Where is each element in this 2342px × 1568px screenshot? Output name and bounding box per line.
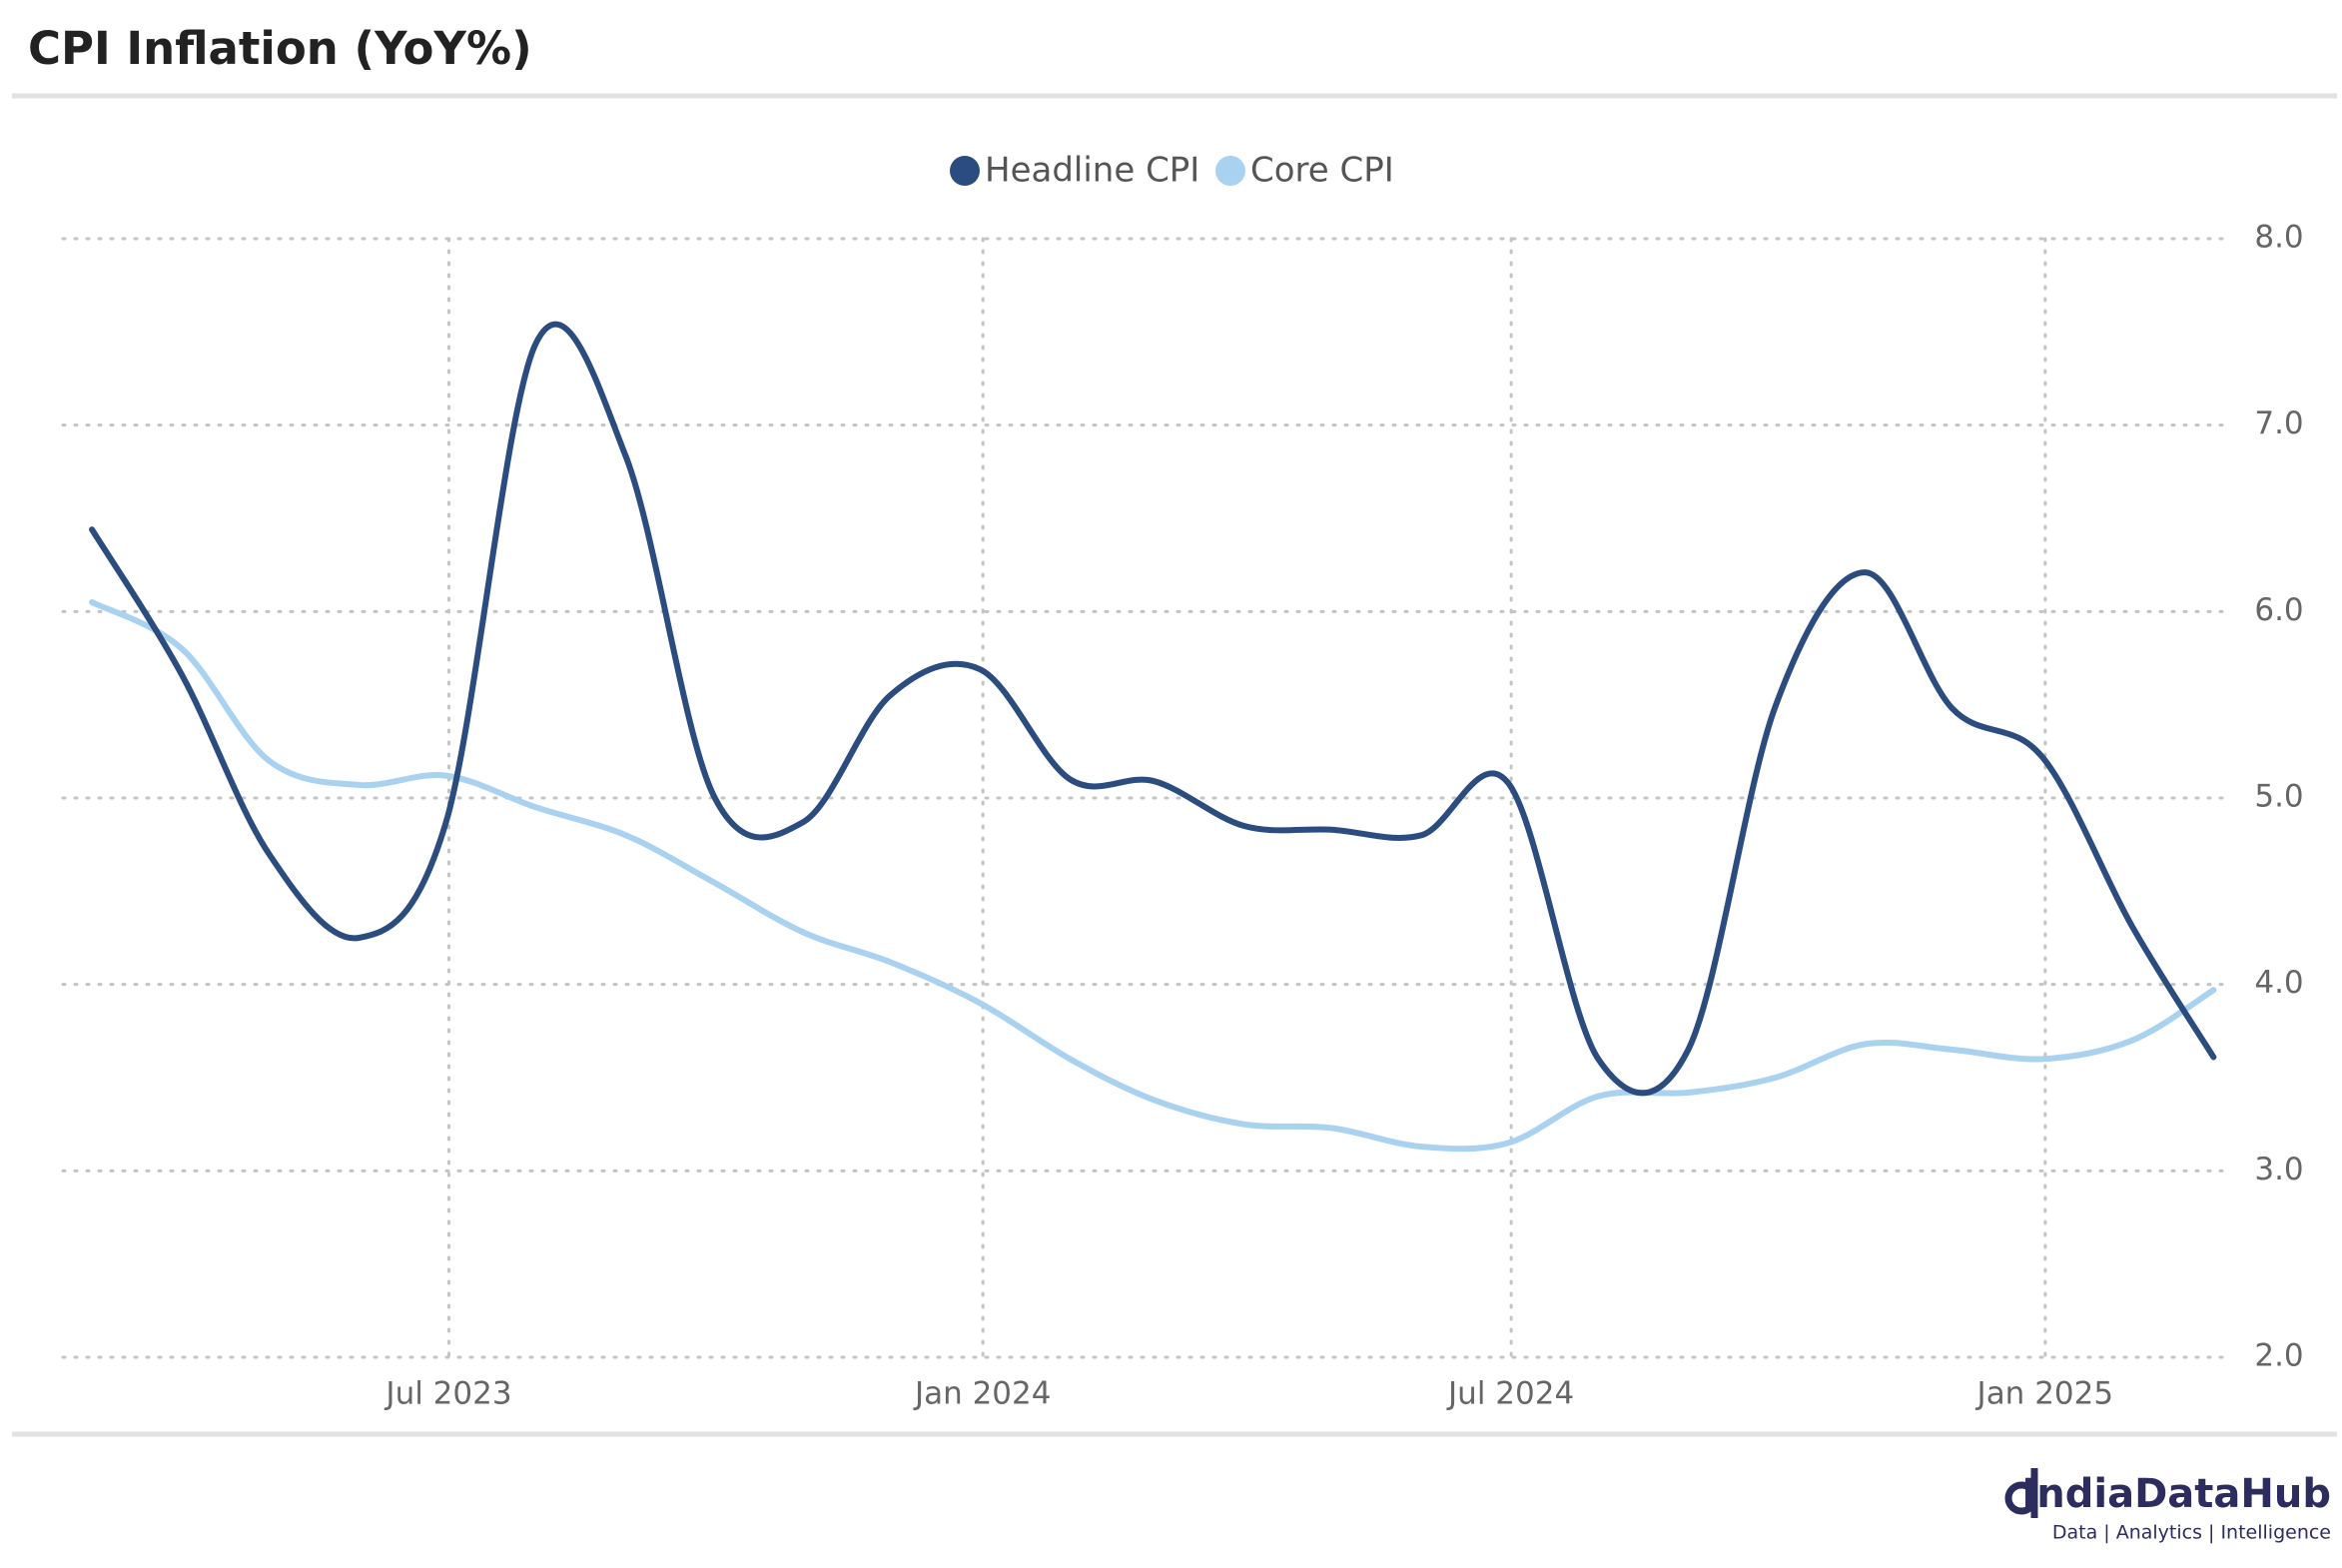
y-tick-label: 2.0 [2254,1338,2303,1374]
tagline: Data | Analytics | Intelligence [2052,1522,2331,1544]
y-tick-label: 6.0 [2254,592,2303,628]
x-tick-label: Jan 2025 [1975,1376,2114,1412]
chart-title: CPI Inflation (YoY%) [28,22,532,75]
y-tick-label: 7.0 [2254,405,2303,441]
legend-swatch [950,156,980,186]
y-tick-label: 8.0 [2254,220,2303,256]
y-tick-label: 5.0 [2254,779,2303,815]
legend-swatch [1215,156,1245,186]
line [89,321,2217,1097]
x-tick-label: Jul 2024 [1446,1376,1574,1412]
y-tick-label: 3.0 [2254,1152,2303,1187]
brand: IndiaDataHub [2021,1471,2331,1517]
logo: IndiaDataHub Data | Analytics | Intellig… [2004,1468,2331,1544]
x-tick-label: Jul 2023 [384,1376,511,1412]
y-tick-label: 4.0 [2254,965,2303,1001]
legend-label: Headline CPI [985,151,1199,191]
x-tick-label: Jan 2024 [913,1376,1052,1412]
legend-label: Core CPI [1250,151,1394,191]
line [89,599,2217,1153]
